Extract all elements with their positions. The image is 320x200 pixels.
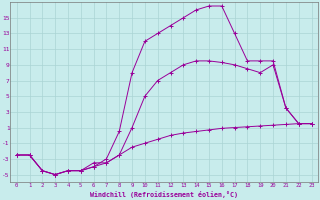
X-axis label: Windchill (Refroidissement éolien,°C): Windchill (Refroidissement éolien,°C) xyxy=(90,191,238,198)
